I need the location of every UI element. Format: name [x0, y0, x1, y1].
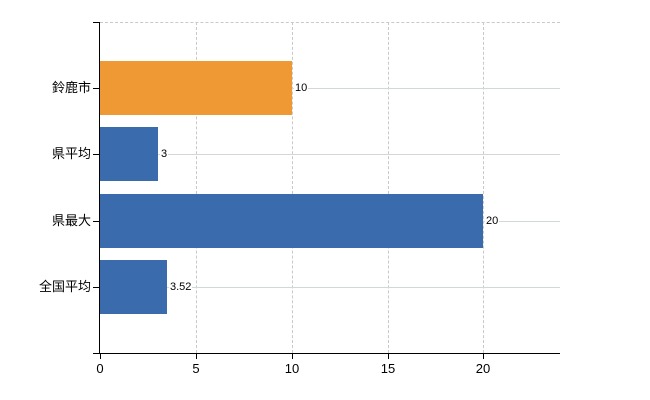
bar-value-label: 20	[485, 214, 500, 228]
gridline-vertical	[292, 22, 293, 353]
bar-value-label: 10	[294, 81, 309, 95]
x-axis-tick-label: 5	[192, 361, 200, 376]
bar-value-label: 3	[160, 147, 169, 161]
bar	[100, 127, 158, 181]
gridline-horizontal	[100, 154, 560, 155]
bar-value-label: 3.52	[169, 280, 193, 294]
bar	[100, 194, 483, 248]
gridline-vertical	[196, 22, 197, 353]
gridline-vertical	[388, 22, 389, 353]
plot-top-border	[100, 22, 560, 23]
x-axis-tick-label: 0	[96, 361, 104, 376]
x-axis-tick	[292, 354, 293, 359]
x-axis-tick-label: 10	[284, 361, 300, 376]
category-label: 全国平均	[38, 279, 91, 294]
x-axis-tick-label: 20	[475, 361, 491, 376]
category-label: 鈴鹿市	[51, 80, 91, 95]
y-axis-line	[99, 22, 100, 354]
x-axis-tick	[100, 354, 101, 359]
y-axis-tick	[93, 88, 99, 89]
y-axis-tick	[93, 22, 99, 23]
gridline-horizontal	[100, 287, 560, 288]
y-axis-tick	[93, 221, 99, 222]
category-label: 県平均	[51, 146, 91, 161]
bar	[100, 61, 292, 115]
y-axis-tick	[93, 154, 99, 155]
bar	[100, 260, 167, 314]
x-axis-tick	[196, 354, 197, 359]
x-axis-tick	[483, 354, 484, 359]
gridline-vertical	[483, 22, 484, 353]
y-axis-tick	[93, 353, 99, 354]
x-axis-tick	[388, 354, 389, 359]
x-axis-tick-label: 15	[380, 361, 396, 376]
category-label: 県最大	[51, 213, 91, 228]
gridline-horizontal	[100, 88, 560, 89]
x-axis-line	[99, 353, 560, 354]
y-axis-tick	[93, 287, 99, 288]
